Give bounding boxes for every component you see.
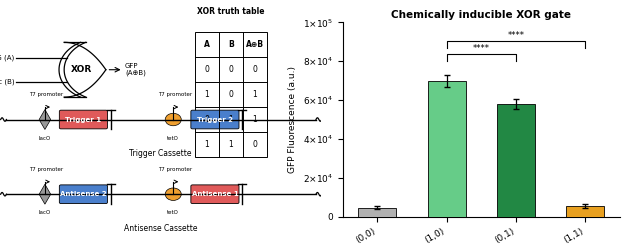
Text: 0: 0 — [228, 65, 233, 74]
Bar — [195, 32, 267, 157]
Text: XOR: XOR — [71, 65, 92, 74]
Polygon shape — [39, 110, 51, 129]
Text: Trigger 2: Trigger 2 — [197, 117, 233, 123]
Text: Antisense 1: Antisense 1 — [192, 191, 238, 197]
Text: 1: 1 — [253, 90, 257, 99]
Title: Chemically inducible XOR gate: Chemically inducible XOR gate — [391, 10, 571, 20]
Text: 0: 0 — [253, 65, 257, 74]
Text: lacO: lacO — [39, 136, 51, 141]
Text: 1: 1 — [253, 115, 257, 124]
FancyBboxPatch shape — [191, 185, 239, 204]
Bar — [359, 208, 396, 217]
Text: ****: **** — [472, 45, 490, 54]
Text: ****: **** — [507, 31, 525, 40]
Text: T7 promoter: T7 promoter — [158, 167, 192, 172]
Circle shape — [165, 188, 181, 200]
Text: tetO: tetO — [167, 210, 179, 215]
Text: XOR truth table: XOR truth table — [198, 7, 265, 16]
Text: 1: 1 — [228, 115, 233, 124]
Text: Trigger 1: Trigger 1 — [65, 117, 101, 123]
FancyBboxPatch shape — [59, 110, 108, 129]
Bar — [428, 81, 465, 217]
Text: 1: 1 — [228, 140, 233, 149]
Y-axis label: GFP Fluorescence (a.u.): GFP Fluorescence (a.u.) — [288, 66, 297, 173]
Text: T7 promoter: T7 promoter — [158, 92, 192, 97]
Text: lacO: lacO — [39, 210, 51, 215]
Text: T7 promoter: T7 promoter — [30, 92, 64, 97]
Text: Antisense 2: Antisense 2 — [60, 191, 107, 197]
Text: 0: 0 — [204, 115, 209, 124]
Bar — [566, 206, 604, 217]
Text: 0: 0 — [253, 140, 257, 149]
Text: 0: 0 — [204, 65, 209, 74]
Text: IPTG (A): IPTG (A) — [0, 55, 14, 61]
Polygon shape — [39, 184, 51, 204]
Text: 0: 0 — [228, 90, 233, 99]
FancyBboxPatch shape — [191, 110, 239, 129]
Text: Trigger Cassette: Trigger Cassette — [129, 149, 192, 158]
Text: 1: 1 — [204, 90, 209, 99]
Bar — [497, 104, 535, 217]
Circle shape — [165, 113, 181, 126]
Text: aTc (B): aTc (B) — [0, 78, 14, 85]
Text: B: B — [228, 40, 234, 49]
Text: Antisense Cassette: Antisense Cassette — [124, 224, 197, 233]
Text: tetO: tetO — [167, 136, 179, 141]
Text: A: A — [204, 40, 210, 49]
Text: 1: 1 — [204, 140, 209, 149]
Text: GFP
(A⊕B): GFP (A⊕B) — [125, 63, 146, 76]
Text: A⊕B: A⊕B — [246, 40, 264, 49]
Text: T7 promoter: T7 promoter — [30, 167, 64, 172]
FancyBboxPatch shape — [59, 185, 108, 204]
